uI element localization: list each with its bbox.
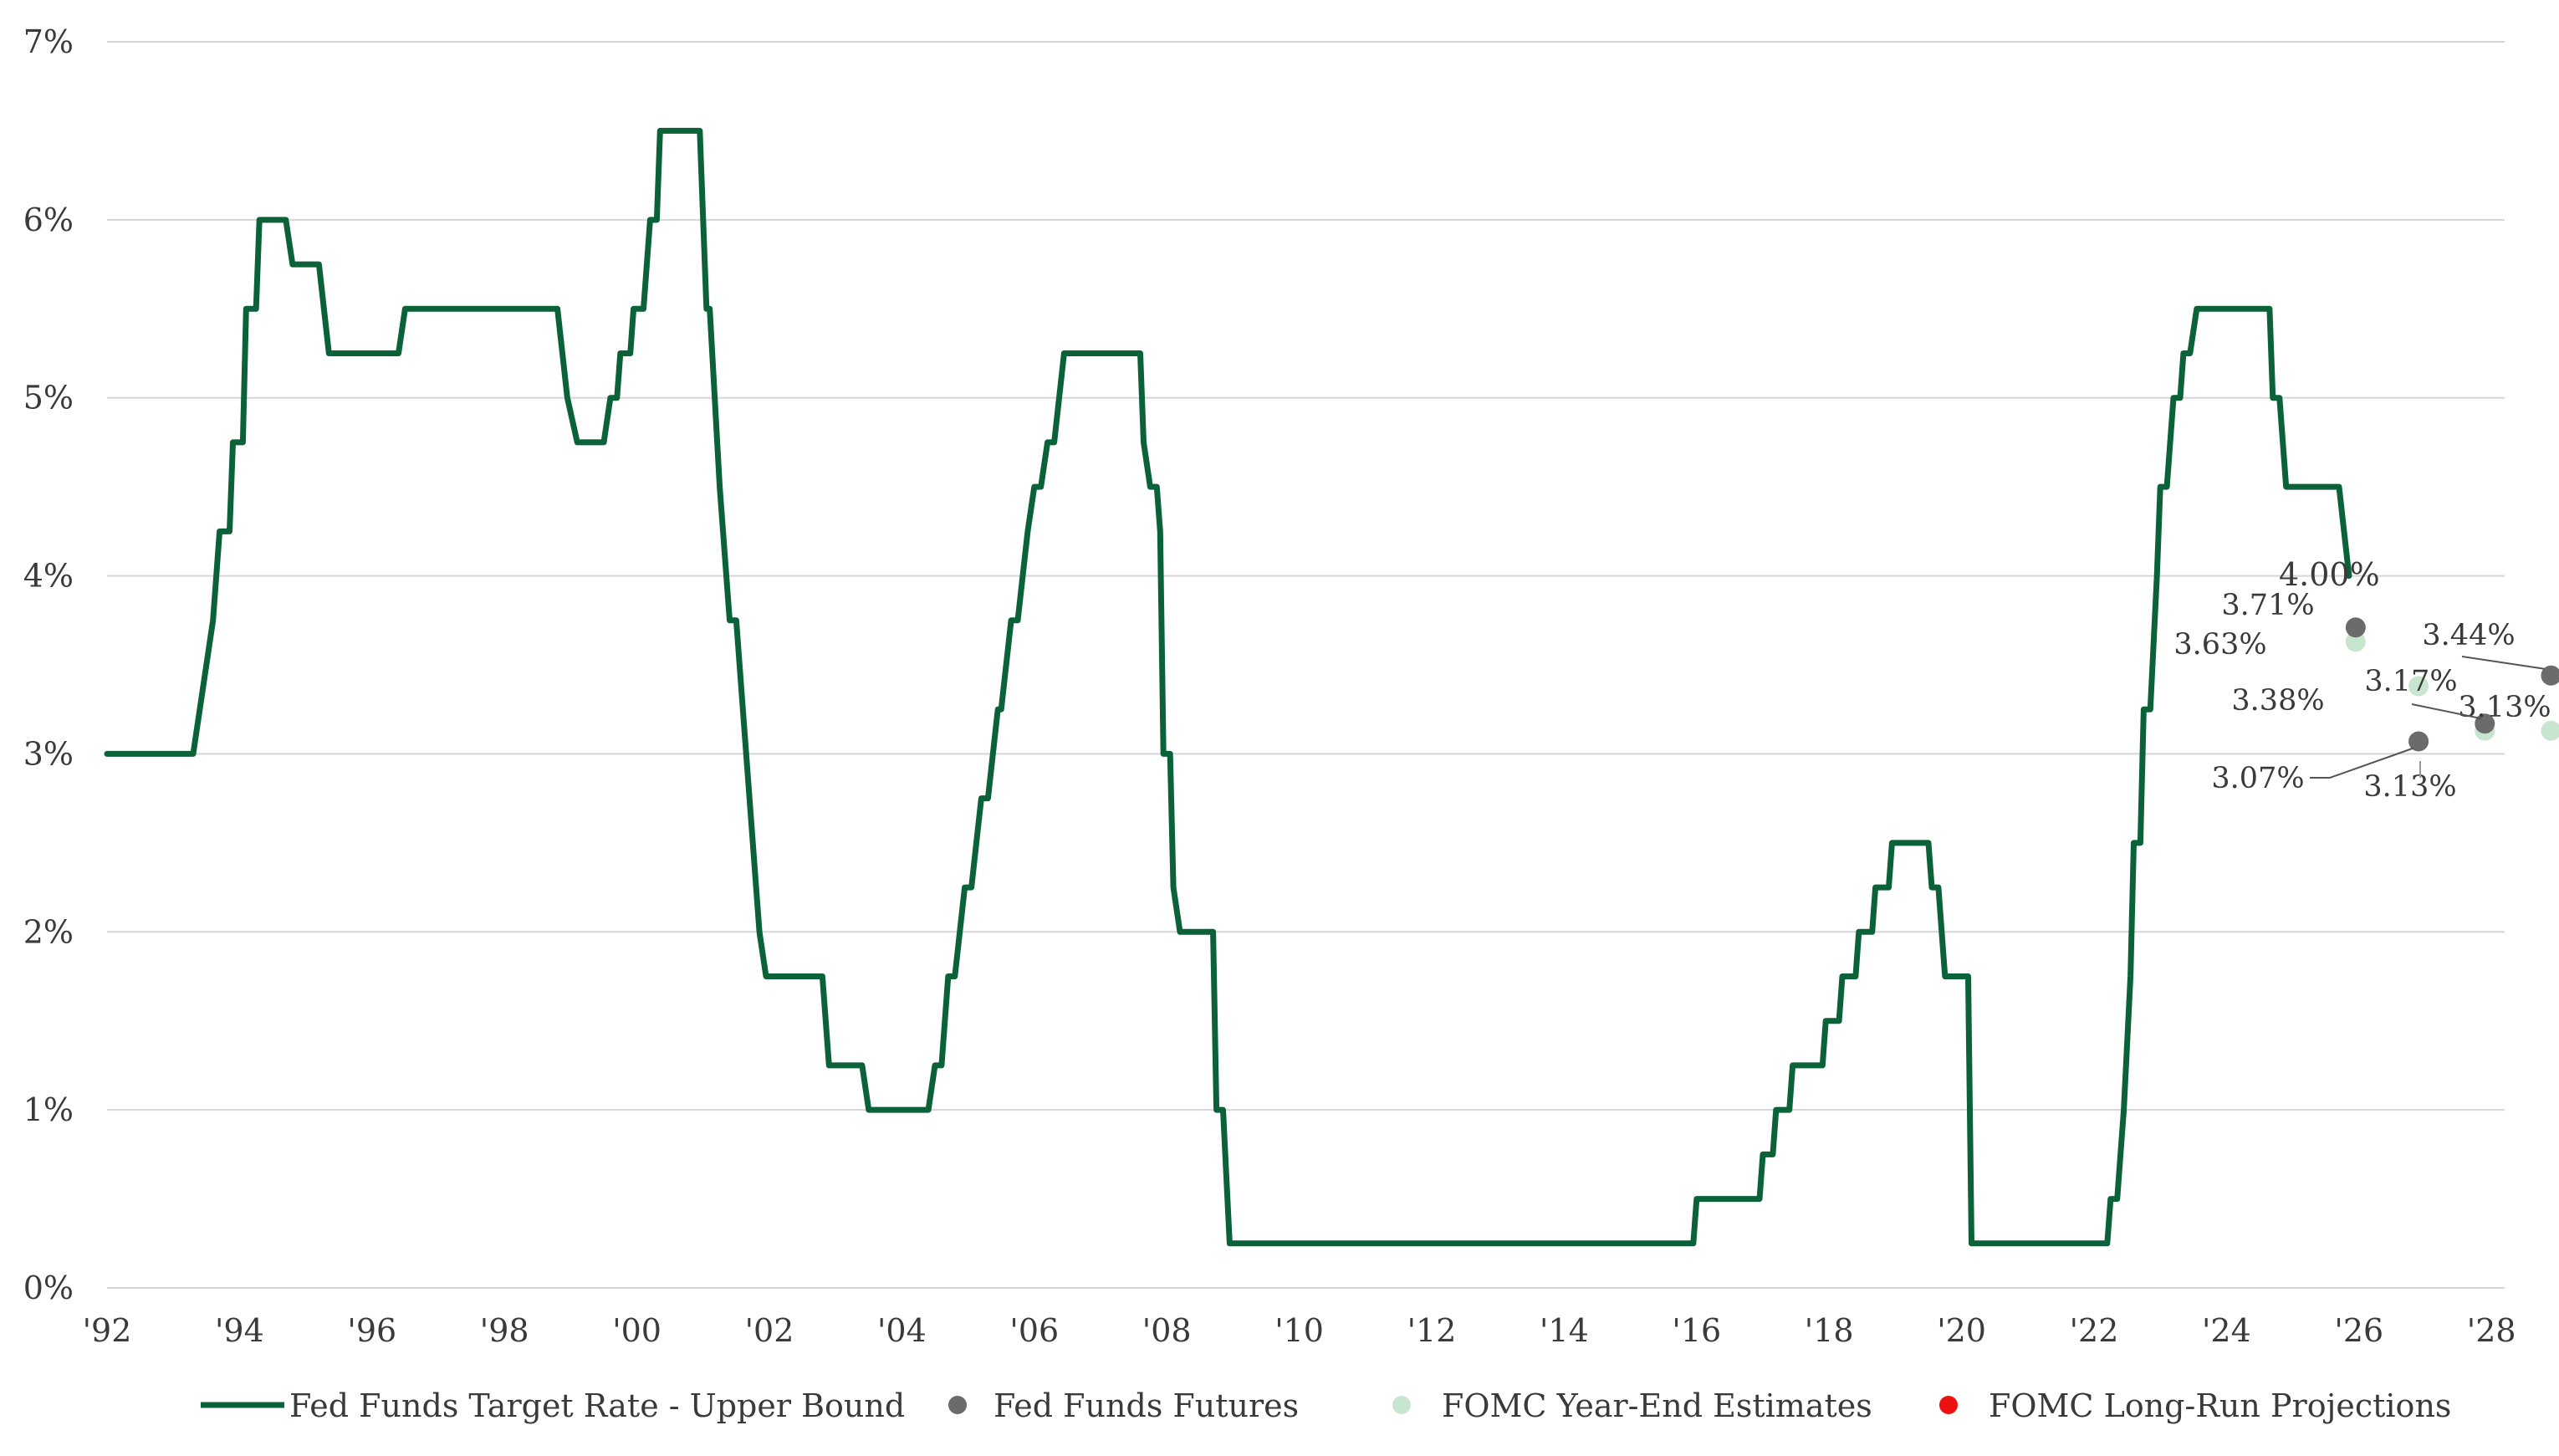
x-tick-label: '12 [1407,1312,1457,1349]
x-axis: '92 '94 '96 '98 '00 '02 '04 '06 '08 '10 '12 '14 '16 '… [83,1312,2516,1349]
rate-line [104,127,2352,1247]
y-tick-label: 6% [23,202,74,238]
series-layer [104,127,2559,1247]
annotation-label: 3.13% [2363,770,2456,804]
x-tick-label: '28 [2467,1312,2516,1349]
leader-line [2411,703,2482,720]
x-tick-label: '92 [83,1312,132,1349]
legend: Fed Funds Target Rate - Upper Bound Fed … [201,1387,2451,1424]
x-tick-label: '14 [1540,1312,1589,1349]
legend-rate-label: Fed Funds Target Rate - Upper Bound [289,1387,905,1424]
annotation-label: 3.63% [2173,628,2266,662]
leader-line [2310,747,2414,779]
x-tick-label: '16 [1672,1312,1721,1349]
fomc-year-end-point [2408,676,2429,697]
futures-point [2408,731,2429,752]
annotation-label: 3.07% [2211,762,2304,795]
x-tick-label: '02 [745,1312,794,1349]
annotation-label: 3.38% [2231,684,2324,718]
x-tick-label: '04 [877,1312,927,1349]
x-tick-label: '22 [2070,1312,2119,1349]
x-tick-label: '24 [2202,1312,2251,1349]
y-tick-label: 5% [23,380,74,416]
fomc-year-end-point [2541,720,2559,741]
futures-point [2541,665,2559,686]
y-tick-label: 0% [23,1270,74,1306]
y-tick-label: 2% [23,913,74,950]
gridlines [107,41,2505,1289]
legend-futures-label: Fed Funds Futures [993,1387,1299,1424]
annotation-label: 3.13% [2458,691,2551,724]
fomc-year-end-point [2345,631,2366,652]
annotation-label: 4.00% [2279,556,2380,593]
x-tick-label: '06 [1009,1312,1059,1349]
x-tick-label: '08 [1142,1312,1192,1349]
y-tick-label: 4% [23,558,74,595]
x-tick-label: '26 [2334,1312,2383,1349]
legend-fomc-year-end-label: FOMC Year-End Estimates [1442,1387,1872,1424]
x-tick-label: '20 [1937,1312,1986,1349]
x-tick-label: '98 [480,1312,529,1349]
futures-point [2345,617,2366,638]
annotation-label: 3.44% [2422,619,2515,652]
legend-fomc-long-run-swatch [1939,1396,1958,1414]
x-tick-label: '18 [1805,1312,1854,1349]
x-tick-label: '00 [612,1312,661,1349]
annotation-label: 3.71% [2221,589,2314,622]
annotations-layer: 4.00%3.71%3.63%3.38%3.07%3.17%3.13%3.44%… [2173,556,2551,804]
y-tick-label: 3% [23,735,74,772]
y-tick-label: 7% [23,23,74,60]
leader-line [2461,656,2545,670]
y-axis: 0% 1% 2% 3% 4% 5% 6% 7% [23,23,74,1306]
legend-fomc-year-end-swatch [1392,1396,1411,1414]
legend-fomc-long-run-label: FOMC Long-Run Projections [1989,1387,2451,1424]
y-tick-label: 1% [23,1091,74,1128]
legend-futures-swatch [948,1396,967,1414]
x-tick-label: '94 [215,1312,264,1349]
annotation-label: 3.17% [2364,665,2457,698]
x-tick-label: '96 [347,1312,396,1349]
x-tick-label: '10 [1274,1312,1324,1349]
